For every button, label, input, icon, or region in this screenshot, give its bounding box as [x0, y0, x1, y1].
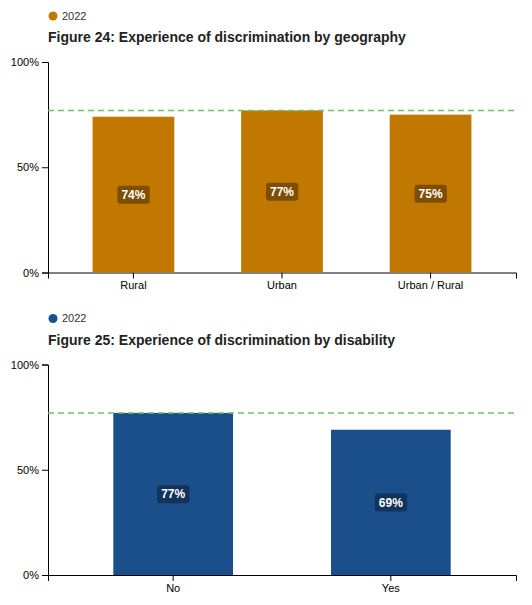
data-label-box: [415, 185, 447, 203]
data-labels: 77% 69%: [157, 485, 407, 511]
tick-label: Urban: [267, 279, 297, 291]
tick: Urban / Rural: [398, 273, 463, 292]
axis-line: [49, 576, 517, 582]
panel: 2022 Figure 24: Experience of discriminat…: [11, 10, 517, 291]
figure: 2022 Figure 24: Experience of discriminat…: [0, 0, 532, 605]
tick-label: 50%: [17, 161, 39, 173]
reference-line: [48, 412, 516, 414]
marks: [48, 413, 516, 575]
title: Figure 24: Experience of discrimination …: [48, 29, 406, 45]
legend-label: 2022: [62, 10, 86, 22]
tick-mark: [133, 273, 134, 279]
axis-line: [42, 63, 49, 274]
tick-label: Urban / Rural: [398, 279, 463, 291]
legend-label: 2022: [62, 312, 86, 324]
legend: 2022: [49, 312, 87, 324]
data-label-box: [375, 494, 407, 512]
data-label: 77%: [270, 185, 294, 199]
tick: Urban: [267, 273, 297, 292]
marks: [48, 110, 516, 272]
tick-label: 0%: [23, 267, 39, 279]
y-axis: 0% 50% 100%: [11, 359, 49, 582]
tick-mark: [390, 575, 391, 581]
data-label-group: 69%: [375, 494, 407, 512]
legend-item: 2022: [49, 312, 87, 324]
tick: No: [166, 575, 180, 594]
plot-area: 0% 50% 100% No Yes 77% 69%: [11, 359, 517, 594]
tick: Yes: [382, 575, 400, 594]
data-label-box: [117, 186, 149, 204]
plot-area: 0% 50% 100% Rural Urban Urban / Rural 74% 77% 75…: [11, 56, 517, 291]
tick-label: No: [166, 582, 180, 594]
data-label-group: 77%: [266, 183, 298, 201]
tick-mark: [42, 167, 48, 168]
legend-marker: [49, 12, 58, 21]
bar: [390, 115, 472, 273]
tick-label: 50%: [17, 464, 39, 476]
tick-mark: [42, 62, 48, 63]
y-axis: 0% 50% 100%: [11, 56, 49, 279]
data-label-group: 75%: [415, 185, 447, 203]
legend: 2022: [49, 10, 87, 22]
data-label: 77%: [161, 487, 185, 501]
tick: Rural: [120, 273, 146, 292]
data-label: 69%: [379, 496, 403, 510]
data-label-group: 77%: [157, 485, 189, 503]
bar: [93, 117, 175, 273]
tick-label: 100%: [11, 56, 39, 68]
tick: 50%: [17, 464, 48, 476]
tick-mark: [42, 470, 48, 471]
tick-mark: [42, 575, 48, 576]
bar: [113, 413, 233, 575]
x-axis: No Yes: [49, 575, 517, 594]
data-label-group: 74%: [117, 186, 149, 204]
tick-mark: [173, 575, 174, 581]
tick-label: 100%: [11, 359, 39, 371]
x-axis: Rural Urban Urban / Rural: [49, 273, 517, 292]
axis-line: [49, 273, 517, 279]
data-labels: 74% 77% 75%: [117, 183, 446, 204]
bar: [331, 430, 451, 575]
tick-mark: [42, 365, 48, 366]
title: Figure 25: Experience of discrimination …: [48, 332, 395, 348]
data-label: 74%: [121, 188, 145, 202]
tick-label: Yes: [382, 582, 400, 594]
tick-label: Rural: [120, 279, 146, 291]
axis-line: [42, 365, 49, 576]
legend-item: 2022: [49, 10, 87, 22]
tick-mark: [42, 273, 48, 274]
tick-label: 0%: [23, 569, 39, 581]
tick: 50%: [17, 161, 48, 173]
data-label: 75%: [419, 187, 443, 201]
bar: [241, 110, 323, 272]
tick: 0%: [23, 569, 48, 581]
panel: 2022 Figure 25: Experience of discriminat…: [11, 312, 517, 593]
data-label-box: [266, 183, 298, 201]
tick: 100%: [11, 359, 48, 371]
tick: 0%: [23, 267, 48, 279]
tick-mark: [430, 273, 431, 279]
reference-line: [48, 110, 516, 112]
data-label-box: [157, 485, 189, 503]
tick: 100%: [11, 56, 48, 68]
tick-mark: [282, 273, 283, 279]
legend-marker: [49, 314, 58, 323]
